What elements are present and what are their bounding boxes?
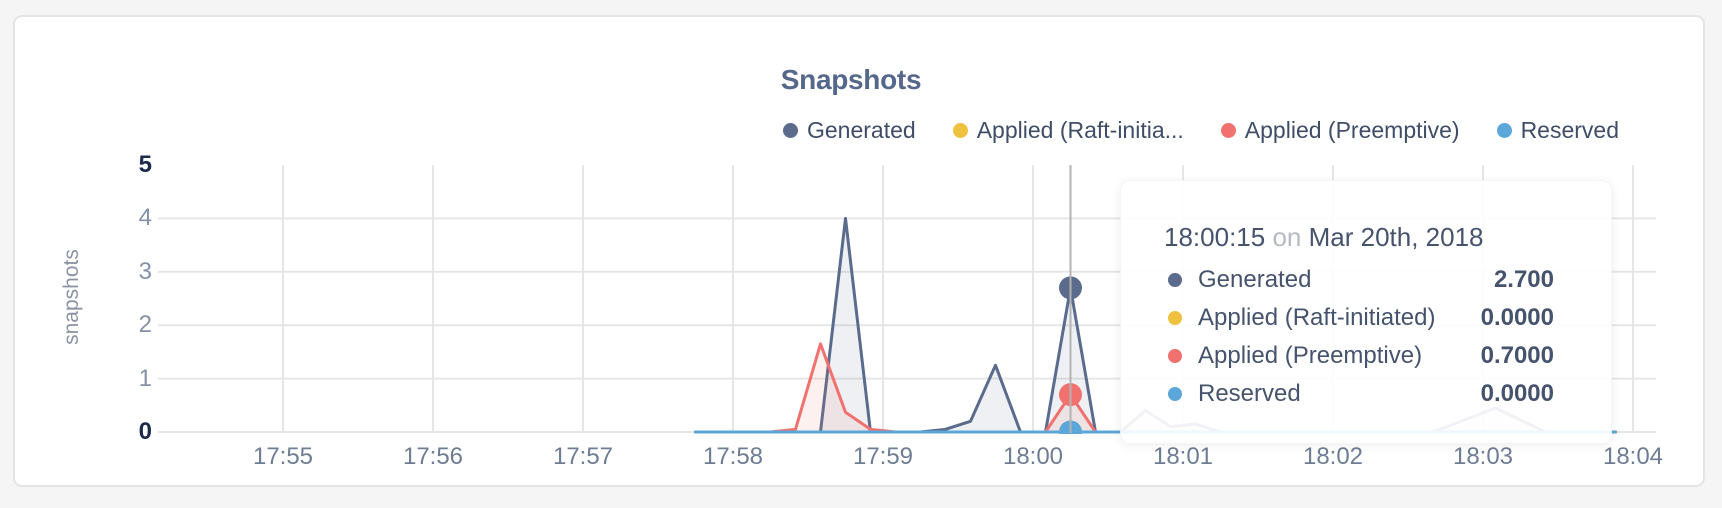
legend-item[interactable]: Generated bbox=[783, 117, 916, 144]
series-line bbox=[694, 342, 1617, 434]
tooltip-row: Applied (Raft-initiated) 0.0000 bbox=[1121, 299, 1611, 337]
legend-item[interactable]: Applied (Raft-initia... bbox=[952, 117, 1184, 144]
legend-label: Generated bbox=[807, 117, 916, 143]
chart-tooltip: 18:00:15 on Mar 20th, 2018 Generated 2.70… bbox=[1120, 180, 1612, 444]
tooltip-series-dot-icon bbox=[1168, 273, 1182, 287]
legend-dot-icon bbox=[952, 123, 968, 138]
y-tick-label: 2 bbox=[138, 311, 152, 339]
y-tick-label: 3 bbox=[138, 257, 152, 285]
tooltip-series-value: 2.700 bbox=[1493, 266, 1554, 293]
y-tick-label: 1 bbox=[138, 364, 152, 392]
tooltip-title: 18:00:15 on Mar 20th, 2018 bbox=[1164, 222, 1484, 253]
tooltip-series-dot-icon bbox=[1168, 349, 1182, 363]
y-tick-label: 5 bbox=[138, 151, 152, 178]
x-tick-label: 18:01 bbox=[1152, 443, 1214, 470]
chart-title: Snapshots bbox=[780, 64, 922, 95]
legend-label: Applied (Raft-initia... bbox=[976, 117, 1184, 143]
legend-dot-icon bbox=[1220, 123, 1236, 138]
tooltip-series-value: 0.0000 bbox=[1480, 380, 1554, 407]
legend-label: Reserved bbox=[1520, 117, 1619, 143]
tooltip-series-dot-icon bbox=[1168, 387, 1182, 401]
tooltip-date: Mar 20th, 2018 bbox=[1308, 222, 1484, 252]
legend: Generated Applied (Raft-initia... Applied … bbox=[783, 117, 1619, 144]
tooltip-row: Applied (Preemptive) 0.7000 bbox=[1121, 337, 1611, 375]
x-tick-label: 18:03 bbox=[1452, 443, 1514, 470]
y-tick-label: 0 bbox=[138, 418, 152, 445]
legend-dot-icon bbox=[783, 123, 798, 138]
tooltip-row: Reserved 0.0000 bbox=[1121, 375, 1611, 413]
x-tick-label: 18:04 bbox=[1602, 443, 1664, 470]
x-tick-label: 18:00 bbox=[1002, 443, 1064, 470]
y-tick-label: 4 bbox=[138, 204, 152, 232]
tooltip-series-value: 0.7000 bbox=[1480, 342, 1554, 369]
tooltip-row: Generated 2.700 bbox=[1121, 261, 1611, 299]
legend-label: Applied (Preemptive) bbox=[1244, 117, 1460, 143]
x-tick-label: 17:56 bbox=[402, 443, 464, 470]
tooltip-rows: Generated 2.700 Applied (Raft-initiated) 0.… bbox=[1121, 261, 1611, 413]
tooltip-series-dot-icon bbox=[1168, 311, 1182, 325]
legend-item[interactable]: Applied (Preemptive) bbox=[1220, 117, 1460, 144]
tooltip-series-label: Generated bbox=[1198, 266, 1312, 293]
tooltip-series-label: Applied (Raft-initiated) bbox=[1198, 304, 1436, 331]
chart-card: Snapshots Generated Applied (Raft-initia.… bbox=[13, 15, 1705, 487]
tooltip-series-value: 0.0000 bbox=[1480, 304, 1554, 331]
x-tick-label: 17:55 bbox=[252, 443, 314, 470]
tooltip-series-label: Applied (Preemptive) bbox=[1198, 342, 1423, 369]
x-tick-label: 17:58 bbox=[702, 443, 764, 470]
x-tick-label: 18:02 bbox=[1302, 443, 1364, 470]
legend-item[interactable]: Reserved bbox=[1496, 117, 1619, 144]
legend-dot-icon bbox=[1496, 123, 1512, 138]
tooltip-series-label: Reserved bbox=[1198, 380, 1301, 407]
x-tick-label: 17:59 bbox=[852, 443, 914, 470]
tooltip-time: 18:00:15 bbox=[1164, 222, 1266, 252]
x-tick-label: 17:57 bbox=[552, 443, 614, 470]
tooltip-on-word: on bbox=[1272, 222, 1302, 252]
